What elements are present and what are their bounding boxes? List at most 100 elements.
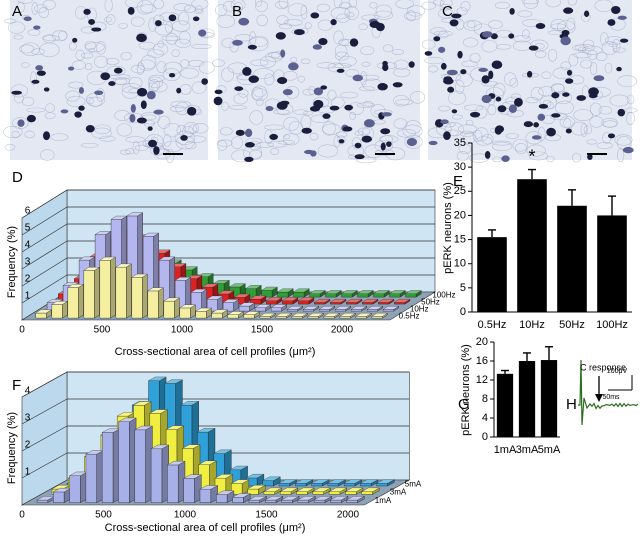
bar-top-shade xyxy=(287,306,303,310)
stained-cell xyxy=(443,76,453,83)
tissue-texture xyxy=(116,123,133,137)
tissue-texture xyxy=(66,95,86,107)
bar-top-shade xyxy=(383,306,399,310)
tissue-texture xyxy=(248,36,269,52)
bar-front xyxy=(281,499,293,503)
tissue-texture xyxy=(17,0,33,4)
y-axis-title: pERK neurons (%) xyxy=(460,344,472,436)
tissue-texture xyxy=(163,122,181,138)
bar-top-shade xyxy=(297,496,316,500)
micrograph-background xyxy=(10,0,208,160)
tissue-texture xyxy=(505,133,520,139)
bar xyxy=(281,495,300,504)
tissue-texture xyxy=(194,9,204,15)
bar-top xyxy=(340,290,358,294)
bar-top xyxy=(324,290,342,294)
bar-top-shade xyxy=(265,496,283,500)
bar xyxy=(36,495,55,504)
stained-cell xyxy=(490,33,498,40)
stained-cell xyxy=(83,8,91,15)
tissue-texture xyxy=(573,109,593,122)
tissue-texture xyxy=(19,44,35,54)
bar-top xyxy=(311,479,330,484)
bar-front xyxy=(195,311,207,319)
stained-cell xyxy=(440,119,449,125)
tissue-texture xyxy=(233,93,248,105)
x-tick-label: 5mA xyxy=(538,444,561,456)
tissue-texture xyxy=(598,106,613,115)
micrograph xyxy=(3,0,215,163)
bar xyxy=(99,256,117,319)
tissue-texture xyxy=(355,156,377,164)
bar-top-shade xyxy=(195,308,212,312)
tissue-texture xyxy=(278,0,289,9)
tissue-texture xyxy=(233,2,243,13)
bar-side-shade xyxy=(324,496,332,503)
tissue-texture xyxy=(21,96,35,107)
stained-cell xyxy=(282,89,293,96)
tissue-texture xyxy=(112,76,130,86)
tissue-texture xyxy=(433,30,453,37)
tissue-texture xyxy=(216,14,236,28)
tissue-texture xyxy=(230,0,246,11)
tissue-texture xyxy=(541,71,552,80)
bar xyxy=(355,312,373,319)
tissue-texture xyxy=(284,19,303,26)
tissue-texture xyxy=(104,16,112,23)
bar-top-shade xyxy=(371,313,388,317)
stained-cell xyxy=(428,140,438,146)
bar-front xyxy=(254,307,266,312)
bar-front xyxy=(179,307,191,319)
bar xyxy=(557,205,587,312)
y-tick-label: 4 xyxy=(482,412,488,424)
bar-front xyxy=(309,293,321,298)
tissue-texture xyxy=(488,20,503,29)
tissue-texture xyxy=(309,132,319,141)
tissue-texture xyxy=(316,3,331,12)
tissue-texture xyxy=(437,105,451,112)
tissue-texture xyxy=(114,110,131,121)
tissue-texture xyxy=(130,16,145,27)
bar-top-shade xyxy=(319,306,335,310)
tissue-texture xyxy=(221,101,229,111)
tissue-texture xyxy=(50,133,69,142)
tissue-texture xyxy=(95,41,107,55)
bar xyxy=(248,495,267,504)
bar-top-shade xyxy=(148,377,167,381)
stained-cell xyxy=(192,16,200,22)
x-tick-label: 0 xyxy=(19,510,25,521)
bar-top-shade xyxy=(127,212,143,216)
bar-front xyxy=(282,300,294,305)
tissue-texture xyxy=(195,5,203,13)
bar-top xyxy=(270,304,288,308)
bar xyxy=(334,305,352,312)
bar-side-shade xyxy=(384,290,390,298)
bar xyxy=(295,487,315,495)
bar-side-shade xyxy=(356,299,362,305)
grid-line-side xyxy=(21,189,68,219)
stained-cell xyxy=(322,113,331,119)
bar-top-shade xyxy=(293,288,310,292)
bar-top-shade xyxy=(311,479,330,484)
stained-cell xyxy=(91,27,102,32)
bar xyxy=(183,474,202,504)
tissue-texture xyxy=(304,22,312,30)
bar-front xyxy=(83,270,95,319)
bar-top xyxy=(222,299,240,303)
bar xyxy=(179,304,197,319)
stained-cell xyxy=(277,77,288,85)
bar-front xyxy=(232,497,244,503)
bar xyxy=(211,309,229,319)
y-tick-label: 4 xyxy=(25,240,31,251)
tissue-texture xyxy=(39,149,55,161)
bar-side-shade xyxy=(276,496,283,503)
bar xyxy=(404,290,422,298)
bar-front xyxy=(378,302,390,305)
stained-cell xyxy=(36,70,46,76)
bar-top-shade xyxy=(198,460,217,465)
stained-cell xyxy=(17,119,25,127)
stained-cell xyxy=(617,108,626,117)
bar-top-shade xyxy=(111,216,127,220)
tissue-texture xyxy=(297,75,305,83)
tissue-texture xyxy=(340,91,359,99)
